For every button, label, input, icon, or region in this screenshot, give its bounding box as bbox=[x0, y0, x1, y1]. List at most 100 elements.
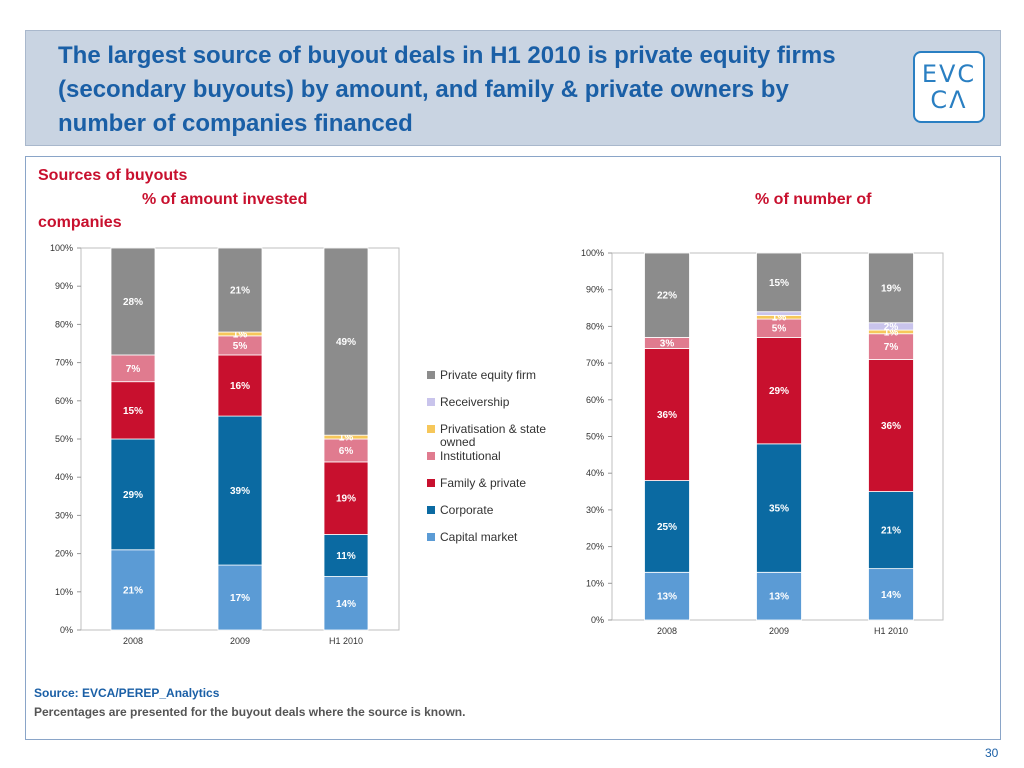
amount-data-label: 1% bbox=[233, 329, 248, 340]
amount-data-label: 6% bbox=[339, 446, 354, 457]
amount-data-label: 14% bbox=[336, 599, 356, 610]
count-data-label: 22% bbox=[657, 291, 677, 302]
count-y-tick-label: 10% bbox=[586, 578, 604, 588]
legend-label: Receivership bbox=[440, 395, 510, 409]
count-y-tick-label: 90% bbox=[586, 285, 604, 295]
logo-line-2: CΛ bbox=[930, 86, 968, 114]
section-title: Sources of buyouts bbox=[38, 167, 188, 184]
legend-swatch bbox=[427, 479, 435, 487]
amount-bar-segment bbox=[110, 438, 156, 551]
amount-y-tick-label: 50% bbox=[55, 434, 73, 444]
amount-bar-segment bbox=[323, 247, 369, 436]
count-data-label: 1% bbox=[772, 313, 787, 324]
amount-data-label: 1% bbox=[339, 433, 354, 444]
page-number: 30 bbox=[985, 746, 999, 760]
count-data-label: 5% bbox=[772, 324, 787, 335]
amount-bar-segment bbox=[217, 247, 263, 333]
amount-bar-segment bbox=[217, 415, 263, 566]
count-bar-segment bbox=[868, 359, 914, 492]
amount-y-tick-label: 0% bbox=[60, 625, 73, 635]
amount-bar-segment bbox=[217, 354, 263, 417]
count-data-label: 13% bbox=[769, 592, 789, 603]
legend-swatch bbox=[427, 371, 435, 379]
amount-data-label: 29% bbox=[123, 490, 143, 501]
header-banner: The largest source of buyout deals in H1… bbox=[25, 30, 1001, 146]
amount-bar-segment bbox=[323, 576, 369, 631]
legend-label: Corporate bbox=[440, 503, 494, 517]
amount-data-label: 21% bbox=[230, 286, 250, 297]
legend-label: Private equity firm bbox=[440, 368, 536, 382]
amount-y-tick-label: 30% bbox=[55, 510, 73, 520]
logo-line-1: EVC bbox=[921, 60, 977, 88]
count-bar-segment bbox=[644, 480, 690, 573]
count-y-tick-label: 20% bbox=[586, 542, 604, 552]
amount-y-tick-label: 90% bbox=[55, 281, 73, 291]
legend-label-continued: owned bbox=[440, 435, 475, 449]
count-x-tick-label: 2008 bbox=[657, 626, 677, 636]
legend-swatch bbox=[427, 398, 435, 406]
count-data-label: 13% bbox=[657, 592, 677, 603]
count-data-label: 19% bbox=[881, 283, 901, 294]
amount-data-label: 16% bbox=[230, 381, 250, 392]
legend-swatch bbox=[427, 425, 435, 433]
amount-data-label: 19% bbox=[336, 494, 356, 505]
amount-y-tick-label: 10% bbox=[55, 587, 73, 597]
count-data-label: 1% bbox=[884, 327, 899, 338]
amount-data-label: 28% bbox=[123, 297, 143, 308]
legend-swatch bbox=[427, 533, 435, 541]
amount-y-tick-label: 40% bbox=[55, 472, 73, 482]
count-y-tick-label: 100% bbox=[581, 248, 604, 258]
amount-bar-segment bbox=[323, 534, 369, 577]
amount-bar-segment bbox=[110, 549, 156, 631]
amount-y-tick-label: 60% bbox=[55, 396, 73, 406]
count-y-tick-label: 50% bbox=[586, 432, 604, 442]
amount-y-tick-label: 70% bbox=[55, 358, 73, 368]
count-y-tick-label: 70% bbox=[586, 358, 604, 368]
count-y-tick-label: 60% bbox=[586, 395, 604, 405]
count-data-label: 35% bbox=[769, 504, 789, 515]
amount-y-tick-label: 80% bbox=[55, 319, 73, 329]
count-data-label: 3% bbox=[660, 338, 675, 349]
amount-data-label: 21% bbox=[123, 585, 143, 596]
count-data-label: 21% bbox=[881, 526, 901, 537]
count-data-label: 2% bbox=[884, 322, 899, 333]
count-data-label: 15% bbox=[769, 278, 789, 289]
count-y-tick-label: 40% bbox=[586, 468, 604, 478]
count-y-tick-label: 30% bbox=[586, 505, 604, 515]
amount-data-label: 15% bbox=[123, 406, 143, 417]
count-bar-segment bbox=[756, 252, 802, 313]
count-bar-segment bbox=[756, 311, 802, 316]
legend-swatch bbox=[427, 506, 435, 514]
content-panel: Sources of buyouts % of amount invested … bbox=[25, 156, 1001, 740]
count-bar-segment bbox=[756, 337, 802, 445]
count-data-label: 7% bbox=[884, 342, 899, 353]
amount-bar-segment bbox=[110, 354, 156, 383]
count-bar-segment bbox=[644, 571, 690, 621]
right-chart-subtitle: % of number of bbox=[755, 191, 872, 208]
amount-x-tick-label: H1 2010 bbox=[329, 636, 363, 646]
amount-data-label: 39% bbox=[230, 486, 250, 497]
amount-bar-segment bbox=[323, 461, 369, 535]
count-y-tick-label: 0% bbox=[591, 615, 604, 625]
footnote: Percentages are presented for the buyout… bbox=[34, 705, 466, 719]
legend-label: Institutional bbox=[440, 449, 501, 463]
amount-data-label: 49% bbox=[336, 337, 356, 348]
count-data-label: 36% bbox=[881, 421, 901, 432]
page-title: The largest source of buyout deals in H1… bbox=[58, 42, 836, 137]
count-y-tick-label: 80% bbox=[586, 321, 604, 331]
count-data-label: 14% bbox=[881, 590, 901, 601]
count-bar-segment bbox=[868, 252, 914, 324]
count-data-label: 29% bbox=[769, 386, 789, 397]
count-bar-segment bbox=[868, 333, 914, 360]
count-x-tick-label: 2009 bbox=[769, 626, 789, 636]
amount-x-tick-label: 2008 bbox=[123, 636, 143, 646]
amount-data-label: 11% bbox=[336, 551, 356, 562]
count-bar-segment bbox=[868, 491, 914, 570]
count-x-tick-label: H1 2010 bbox=[874, 626, 908, 636]
count-data-label: 25% bbox=[657, 522, 677, 533]
amount-bar-segment bbox=[110, 381, 156, 440]
amount-data-label: 17% bbox=[230, 593, 250, 604]
count-bar-segment bbox=[644, 348, 690, 481]
legend-label: Capital market bbox=[440, 530, 518, 544]
